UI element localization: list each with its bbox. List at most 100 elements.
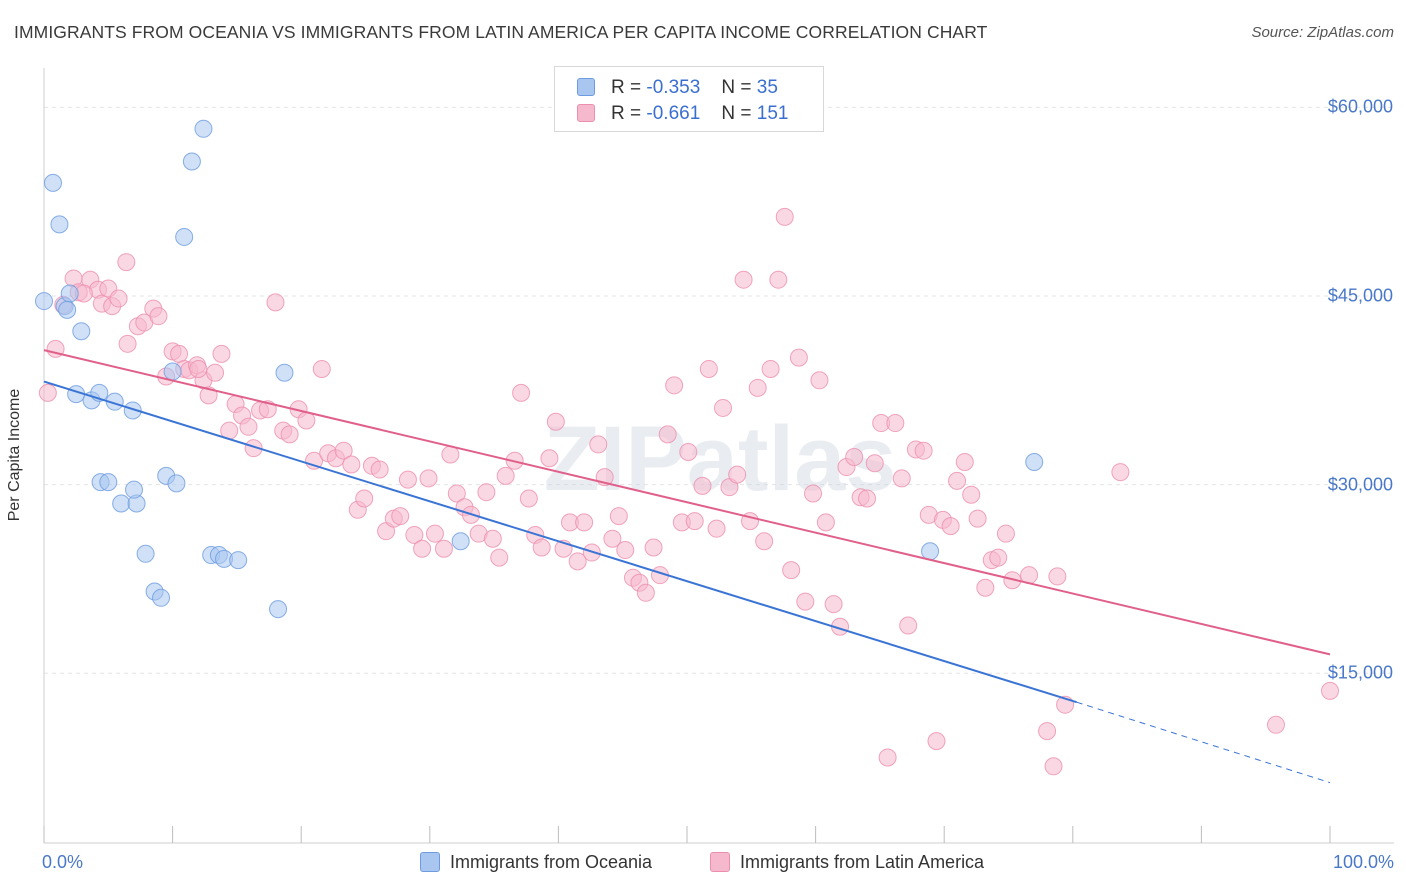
data-point <box>921 542 940 561</box>
legend-label-latin-america: Immigrants from Latin America <box>740 852 985 872</box>
data-point <box>58 300 77 319</box>
data-point <box>755 532 774 551</box>
data-point <box>962 485 981 504</box>
data-point <box>886 414 905 433</box>
data-point <box>212 344 231 363</box>
data-point <box>728 465 747 484</box>
legend-swatch-latin-america <box>710 852 730 872</box>
data-point <box>941 517 960 536</box>
data-point <box>968 509 987 528</box>
data-point <box>398 470 417 489</box>
trend-line <box>43 349 1331 656</box>
data-point <box>477 483 496 502</box>
gridlines <box>44 106 1394 674</box>
data-point <box>136 544 155 563</box>
data-point <box>38 383 57 402</box>
trend-lines <box>43 349 1331 784</box>
data-point <box>44 173 63 192</box>
data-point <box>1044 757 1063 776</box>
data-point <box>1111 463 1130 482</box>
data-point <box>413 539 432 558</box>
data-point <box>109 289 128 308</box>
data-point <box>512 383 531 402</box>
data-point <box>804 484 823 503</box>
n-value: 35 <box>756 77 778 98</box>
data-point <box>167 474 186 493</box>
data-point <box>865 454 884 473</box>
data-point <box>189 359 208 378</box>
data-point <box>519 489 538 508</box>
data-point <box>182 152 201 171</box>
data-point <box>483 529 502 548</box>
data-point <box>892 469 911 488</box>
data-point <box>532 538 551 557</box>
data-point <box>447 484 466 503</box>
data-point <box>355 489 374 508</box>
data-point <box>280 425 299 444</box>
data-point <box>568 552 587 571</box>
data-point <box>734 270 753 289</box>
y-axis-label: Per Capita Income <box>6 388 23 522</box>
r-label: R = <box>611 103 642 124</box>
legend-swatch-oceania <box>420 852 440 872</box>
data-point <box>616 541 635 560</box>
data-point <box>996 524 1015 543</box>
data-point <box>149 307 168 326</box>
data-point <box>419 469 438 488</box>
data-point <box>748 378 767 397</box>
data-point <box>976 578 995 597</box>
data-point <box>206 363 225 382</box>
data-point <box>1025 453 1044 472</box>
data-point <box>125 480 144 499</box>
data-point <box>1048 567 1067 586</box>
trend-extension <box>1076 701 1331 784</box>
data-point <box>118 334 137 353</box>
data-point <box>927 732 946 751</box>
data-point <box>1321 681 1339 700</box>
data-point <box>955 453 974 472</box>
data-point <box>679 442 698 461</box>
data-point <box>490 548 509 567</box>
data-point <box>425 524 444 543</box>
y-tick-label: $15,000 <box>1327 662 1393 683</box>
data-point <box>175 227 194 246</box>
r-value: -0.353 <box>646 77 701 98</box>
data-point <box>824 595 843 614</box>
data-point <box>589 435 608 454</box>
data-point <box>244 439 263 458</box>
n-label: N = <box>721 77 752 98</box>
data-point <box>239 417 258 436</box>
source-label: Source: ZipAtlas.com <box>1251 24 1394 41</box>
n-label: N = <box>721 103 752 124</box>
data-point <box>312 359 331 378</box>
data-point <box>685 512 704 531</box>
data-point <box>540 449 559 468</box>
data-point <box>72 322 91 341</box>
data-point <box>60 284 79 303</box>
data-point <box>644 538 663 557</box>
data-point <box>275 363 294 382</box>
data-point <box>575 513 594 532</box>
data-point <box>878 748 897 767</box>
legend-item-oceania: Immigrants from Oceania <box>420 852 652 873</box>
data-point <box>496 466 515 485</box>
data-points <box>35 119 1339 776</box>
data-point <box>775 207 794 226</box>
y-tick-label: $60,000 <box>1327 96 1393 117</box>
data-point <box>391 507 410 526</box>
r-label: R = <box>611 77 642 98</box>
data-point <box>693 476 712 495</box>
data-point <box>858 489 877 508</box>
data-point <box>789 348 808 367</box>
latin-america-swatch <box>577 104 595 122</box>
data-point <box>845 447 864 466</box>
data-point <box>707 519 726 538</box>
y-tick-label: $45,000 <box>1327 285 1393 306</box>
chart-title: IMMIGRANTS FROM OCEANIA VS IMMIGRANTS FR… <box>14 22 988 42</box>
y-tick-label: $30,000 <box>1327 474 1393 495</box>
data-point <box>99 473 118 492</box>
data-point <box>782 561 801 580</box>
data-point <box>152 588 171 607</box>
data-point <box>342 455 361 474</box>
